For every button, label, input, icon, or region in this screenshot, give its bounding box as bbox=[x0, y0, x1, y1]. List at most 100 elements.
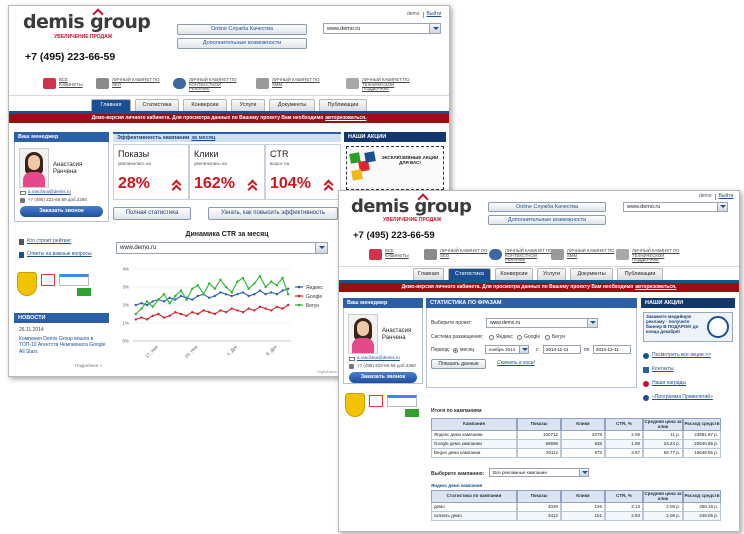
metric-value: 104% bbox=[270, 175, 311, 192]
point-marker bbox=[213, 312, 217, 316]
table-header-cell: Статистика по кампании bbox=[431, 490, 517, 503]
point-marker bbox=[168, 302, 171, 305]
manager-email[interactable]: a.ranchina@demis.ru bbox=[28, 189, 71, 194]
point-marker bbox=[207, 311, 211, 314]
show-button[interactable]: Показать данные bbox=[431, 359, 486, 369]
table-cell: 2.93 bbox=[605, 512, 643, 521]
tab[interactable]: Публикации bbox=[617, 268, 663, 280]
nav-link[interactable]: ЛИЧНЫЙ КАБИНЕТ ПО SEO bbox=[112, 77, 160, 87]
table-cell: 24.24 р. bbox=[643, 440, 683, 449]
nav-link[interactable]: ВСЕ КАБИНЕТЫ bbox=[59, 77, 83, 87]
info-link[interactable]: Кто строит рейтинг bbox=[27, 238, 72, 244]
point-marker bbox=[219, 291, 222, 294]
point-marker bbox=[140, 302, 143, 305]
header-button[interactable]: Online Служба Качества bbox=[177, 24, 307, 35]
callback-button[interactable]: Заказать звонок bbox=[20, 206, 103, 217]
point-marker bbox=[191, 311, 194, 314]
month-select[interactable]: ноябрь 2014 bbox=[485, 345, 529, 354]
date-input[interactable]: 2014-11-11 bbox=[543, 345, 581, 354]
nav-icon bbox=[256, 78, 269, 89]
table-header-cell: Показы bbox=[517, 490, 561, 503]
point-marker bbox=[270, 291, 273, 294]
nav-link[interactable]: ЛИЧНЫЙ КАБИНЕТ ПО SMM bbox=[272, 77, 320, 87]
point-marker bbox=[191, 298, 194, 301]
stats-title: СТАТИСТИКА ПО ФРАЗАМ bbox=[426, 298, 637, 308]
logout-link[interactable]: Выйти bbox=[718, 193, 734, 200]
tab[interactable]: Публикации bbox=[319, 99, 367, 111]
table-cell: 3412 bbox=[517, 512, 561, 521]
tab[interactable]: Главная bbox=[413, 268, 444, 280]
table-cell: 23681.97 р. bbox=[683, 431, 721, 440]
alert-link[interactable]: авторизоваться. bbox=[325, 114, 367, 121]
tab[interactable]: Конверсии bbox=[495, 268, 533, 280]
news-text[interactable]: Компания Demis Group вошла в ТОП-10 Аген… bbox=[19, 336, 106, 355]
efficiency-period-link[interactable]: за месяц bbox=[191, 135, 216, 141]
link-icon bbox=[19, 239, 24, 245]
site-select[interactable]: www.demo.ru bbox=[623, 202, 728, 212]
table-cell: 938 bbox=[561, 440, 605, 449]
nav-link[interactable]: ЛИЧНЫЙ КАБИНЕТ ПО ТЕХНИЧЕСКОЙ ПОДДЕРЖКЕ bbox=[632, 248, 680, 263]
point-marker bbox=[196, 294, 200, 298]
table-cell: 3.87 bbox=[605, 449, 643, 458]
tab[interactable]: Конверсии bbox=[183, 99, 227, 111]
promo-banner-text: Закажите медийную рекламу - получите бан… bbox=[646, 314, 699, 334]
point-marker bbox=[224, 293, 228, 296]
radio[interactable] bbox=[453, 348, 458, 353]
point-marker bbox=[236, 280, 239, 283]
action-button[interactable]: Узнать, как повысить эффективность bbox=[208, 207, 338, 220]
point-marker bbox=[236, 293, 239, 296]
point-marker bbox=[253, 293, 256, 296]
header-button[interactable]: Online Служба Качества bbox=[488, 202, 606, 212]
table-header-cell: Клики bbox=[561, 490, 605, 503]
radio[interactable] bbox=[489, 335, 494, 340]
logout-link[interactable]: Выйти bbox=[426, 11, 442, 18]
header-button[interactable]: Дополнительные возможности bbox=[177, 38, 307, 49]
x-tick-label: 17. Ноя bbox=[144, 344, 159, 359]
tab[interactable]: Статистика bbox=[135, 99, 179, 111]
tab[interactable]: Услуги bbox=[231, 99, 265, 111]
point-marker bbox=[258, 289, 262, 292]
point-marker bbox=[134, 303, 138, 307]
nav-icon bbox=[96, 78, 109, 89]
project-select[interactable]: www.demo.ru bbox=[486, 318, 598, 328]
nav-link[interactable]: ЛИЧНЫЙ КАБИНЕТ ПО SMM bbox=[567, 248, 615, 258]
promo-link[interactable]: Контакты bbox=[652, 366, 674, 372]
nav-link[interactable]: ВСЕ КАБИНЕТЫ bbox=[385, 248, 409, 258]
alert-link[interactable]: авторизоваться. bbox=[635, 283, 677, 290]
nav-link[interactable]: ЛИЧНЫЙ КАБИНЕТ ПО SEO bbox=[440, 248, 488, 258]
info-link[interactable]: Ответы на важные вопросы bbox=[27, 251, 92, 257]
header-button[interactable]: Дополнительные возможности bbox=[488, 215, 606, 225]
from-label: с bbox=[536, 347, 539, 353]
tab[interactable]: Документы bbox=[570, 268, 613, 280]
callback-button[interactable]: Заказать звонок bbox=[349, 372, 417, 383]
table-header-cell: CTR, % bbox=[605, 418, 643, 431]
tab[interactable]: Документы bbox=[269, 99, 315, 111]
chart-site-select[interactable]: www.demo.ru bbox=[116, 242, 328, 254]
nav-icon bbox=[551, 249, 564, 260]
action-button[interactable]: Полная статистика bbox=[113, 207, 191, 220]
nav-link[interactable]: ЛИЧНЫЙ КАБИНЕТ ПО КОНТЕКСТНОЙ РЕКЛАМЕ bbox=[189, 77, 237, 92]
promo-link[interactable]: Наши награды bbox=[652, 380, 687, 386]
nav-link[interactable]: ЛИЧНЫЙ КАБИНЕТ ПО КОНТЕКСТНОЙ РЕКЛАМЕ bbox=[505, 248, 553, 263]
radio[interactable] bbox=[545, 335, 550, 340]
news-more[interactable]: Подробнее » bbox=[75, 363, 103, 368]
tab[interactable]: Статистика bbox=[448, 268, 491, 280]
point-marker bbox=[236, 309, 239, 312]
table-cell: 16649.85 р. bbox=[683, 449, 721, 458]
table-header-cell: Показы bbox=[517, 418, 561, 431]
metric-value: 28% bbox=[118, 175, 151, 192]
date-input[interactable]: 2014-12-11 bbox=[593, 345, 631, 354]
chart-title: Динамика CTR за месяц bbox=[185, 231, 269, 238]
table-cell: 248.05 р. bbox=[683, 512, 721, 521]
tab[interactable]: Услуги bbox=[537, 268, 566, 280]
campaign-select[interactable]: Все рекламные кампании bbox=[489, 468, 589, 477]
nav-link[interactable]: ЛИЧНЫЙ КАБИНЕТ ПО ТЕХНИЧЕСКОЙ ПОДДЕРЖКЕ bbox=[362, 77, 410, 92]
manager-email[interactable]: a.ranchina@demis.ru bbox=[357, 355, 400, 360]
radio[interactable] bbox=[517, 335, 522, 340]
tab[interactable]: Главная bbox=[91, 99, 131, 111]
site-select[interactable]: www.demo.ru bbox=[323, 23, 441, 34]
news-title: НОВОСТИ bbox=[14, 313, 109, 323]
promo-link[interactable]: «Программа Привилегий» bbox=[652, 394, 713, 400]
tagline: УВЕЛИЧЕНИЕ ПРОДАЖ bbox=[54, 34, 113, 40]
promo-link[interactable]: Посмотреть все акции >> bbox=[652, 352, 711, 358]
